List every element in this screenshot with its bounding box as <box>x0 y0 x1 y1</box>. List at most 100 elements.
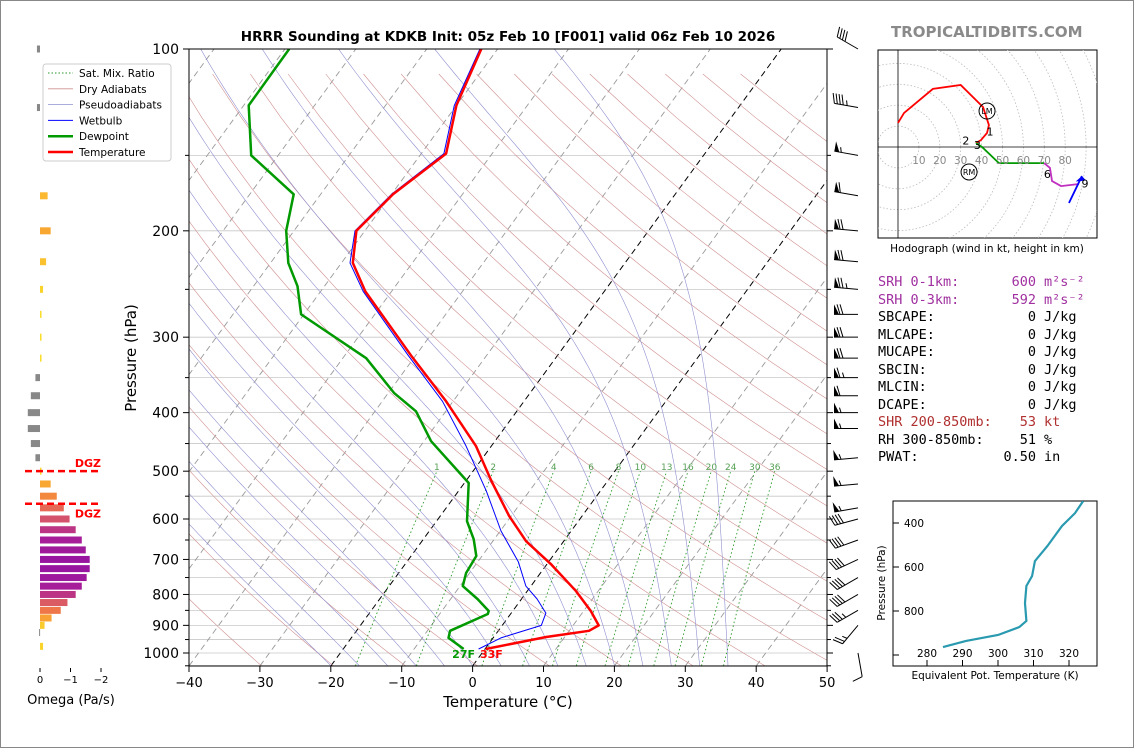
mixing-ratio-label: 8 <box>616 463 622 473</box>
wind-barb <box>834 348 858 358</box>
moist-adiabat <box>435 49 700 666</box>
mixing-ratio-label: 2 <box>490 463 496 473</box>
param-label: SRH 0-1km: <box>878 274 959 290</box>
barb-shaft <box>834 103 858 107</box>
wind-barb <box>834 304 858 314</box>
barb-feather <box>835 612 843 619</box>
mixing-ratio-line <box>702 471 755 666</box>
mixing-ratio-label: 13 <box>661 463 672 473</box>
hodograph-height-label: 3 <box>974 139 981 152</box>
barb-feather <box>835 538 841 546</box>
barb-half-feather <box>839 454 841 459</box>
omega-bar <box>40 504 64 511</box>
omega-bar <box>40 493 57 500</box>
omega-bar <box>40 556 90 563</box>
omega-bar <box>40 591 76 598</box>
wind-barb <box>834 386 858 396</box>
param-label: MLCIN: <box>878 379 927 395</box>
omega-bar <box>40 334 42 341</box>
barb-feather <box>837 27 839 37</box>
omega-bar <box>39 629 40 636</box>
mixing-ratio-label: 6 <box>588 463 594 473</box>
isotherm <box>402 49 852 666</box>
mixing-ratio-label: 36 <box>769 463 781 473</box>
barb-feather <box>837 558 844 566</box>
barb-feather <box>830 599 838 606</box>
skewt-axes: 1002003004005006007008009001000−40−30−20… <box>143 42 835 691</box>
storm-motion-label: LM <box>981 107 992 116</box>
barb-half-feather <box>840 424 842 429</box>
x-tick-label: −10 <box>388 676 415 691</box>
barb-feather <box>841 278 843 288</box>
theta-e-y-tick-label: 600 <box>904 562 924 574</box>
storm-motion-label: RM <box>963 168 976 177</box>
legend-entry: Dry Adiabats <box>79 84 147 96</box>
barb-shaft <box>837 37 858 49</box>
barb-feather <box>833 93 834 103</box>
mixing-ratio-label: 4 <box>551 463 557 473</box>
dry-adiabat <box>137 74 765 666</box>
omega-bar <box>28 425 40 432</box>
x-tick-label: 50 <box>819 676 836 691</box>
barb-half-feather <box>842 636 847 638</box>
dry-adiabat <box>62 74 621 666</box>
wind-barb <box>833 450 858 460</box>
omega-bar <box>31 392 40 399</box>
param-label: MLCAPE: <box>878 327 935 343</box>
barb-half-feather <box>846 283 847 288</box>
param-label: PWAT: <box>878 449 919 465</box>
param-unit: J/kg <box>1044 379 1077 395</box>
mixing-ratio-line <box>654 471 712 666</box>
param-unit: in <box>1044 449 1060 465</box>
barb-feather <box>837 578 845 585</box>
y-tick-label: 300 <box>152 330 179 346</box>
barb-feather <box>829 562 836 570</box>
theta-e-y-label: Pressure (hPa) <box>876 545 888 620</box>
barb-feather <box>845 31 847 41</box>
barb-feather <box>832 614 840 621</box>
wind-barb <box>833 93 858 108</box>
skewt-profiles <box>249 49 599 649</box>
barb-feather <box>832 539 838 547</box>
x-tick-label: −20 <box>317 676 344 691</box>
omega-tick-label: −1 <box>63 675 78 686</box>
hodograph-ring-label: 10 <box>912 155 925 167</box>
theta-e-x-tick-label: 310 <box>1023 648 1043 660</box>
x-tick-label: −30 <box>246 676 273 691</box>
barb-feather <box>839 182 840 192</box>
param-unit: J/kg <box>1044 327 1077 343</box>
barb-shaft <box>858 653 862 677</box>
param-label: DCAPE: <box>878 397 927 413</box>
omega-bar <box>40 192 48 199</box>
wind-barb <box>834 327 858 337</box>
param-label: SBCAPE: <box>878 309 935 325</box>
param-unit: kt <box>1044 414 1060 430</box>
omega-tick-label: −2 <box>94 675 109 686</box>
barb-feather <box>829 540 835 548</box>
dry-adiabat <box>213 74 909 666</box>
barb-feather <box>830 582 838 589</box>
barb-half-feather <box>841 147 842 152</box>
omega-bar <box>40 355 42 362</box>
omega-bar <box>40 480 51 487</box>
wind-barb <box>829 537 858 548</box>
param-unit: % <box>1044 432 1052 448</box>
param-value: 53 <box>1020 414 1036 430</box>
barb-feather <box>837 595 845 602</box>
barb-feather <box>840 304 843 314</box>
barb-feather <box>842 30 844 40</box>
barb-shaft <box>834 229 858 231</box>
param-unit: J/kg <box>1044 344 1077 360</box>
omega-bar <box>40 583 82 590</box>
param-label: SBCIN: <box>878 362 927 378</box>
barb-feather <box>838 537 844 545</box>
dry-adiabat <box>1 74 190 666</box>
barb-flag <box>833 476 839 486</box>
barb-shaft <box>837 610 858 622</box>
y-tick-label: 700 <box>152 552 179 568</box>
wind-barb <box>834 403 858 413</box>
wind-barb <box>834 141 858 155</box>
param-value: 0.50 <box>1003 449 1036 465</box>
surface-temperature-label: 33F <box>480 648 503 661</box>
